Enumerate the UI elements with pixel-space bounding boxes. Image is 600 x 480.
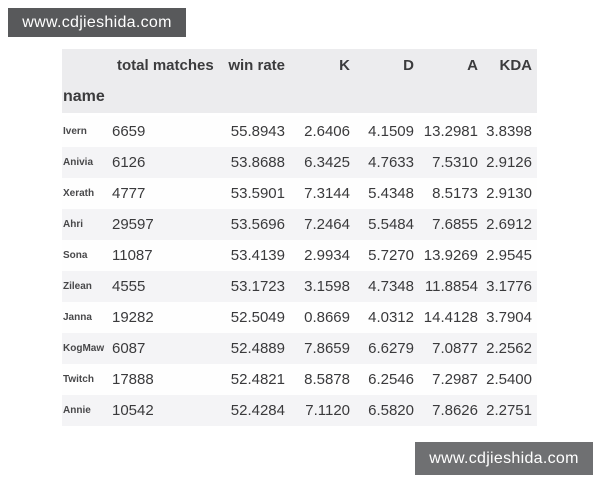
cell-name: KogMaw: [63, 343, 105, 354]
col-header-kda: KDA: [499, 56, 533, 74]
cell-win-rate: 53.8688: [230, 154, 285, 171]
cell-win-rate: 53.5696: [230, 216, 285, 233]
cell-name: Sona: [63, 250, 88, 261]
cell-d: 6.2546: [368, 371, 414, 388]
cell-win-rate: 53.1723: [230, 278, 285, 295]
cell-name: Annie: [63, 405, 91, 416]
cell-total-matches: 4555: [112, 278, 146, 295]
cell-win-rate: 52.5049: [230, 309, 285, 326]
stats-table: total matches win rate K D A KDA name Iv…: [62, 49, 537, 426]
index-name-row: name: [62, 81, 537, 113]
cell-k: 8.5878: [304, 371, 350, 388]
cell-name: Xerath: [63, 188, 95, 199]
cell-kda: 3.1776: [486, 278, 532, 295]
col-header-win-rate: win rate: [228, 56, 285, 74]
cell-k: 7.2464: [304, 216, 350, 233]
cell-kda: 2.9130: [486, 185, 532, 202]
cell-win-rate: 52.4889: [230, 340, 285, 357]
cell-kda: 2.5400: [486, 371, 532, 388]
cell-total-matches: 6659: [112, 123, 146, 140]
column-header-row: total matches win rate K D A KDA: [62, 49, 537, 81]
cell-d: 6.5820: [368, 402, 414, 419]
cell-total-matches: 17888: [112, 371, 154, 388]
cell-total-matches: 10542: [112, 402, 154, 419]
cell-total-matches: 6126: [112, 154, 146, 171]
cell-d: 4.7348: [368, 278, 414, 295]
table-row: Zilean 4555 53.1723 3.1598 4.7348 11.885…: [62, 271, 537, 302]
cell-d: 4.0312: [368, 309, 414, 326]
cell-total-matches: 4777: [112, 185, 146, 202]
cell-win-rate: 55.8943: [230, 123, 285, 140]
table-row: Twitch 17888 52.4821 8.5878 6.2546 7.298…: [62, 364, 537, 395]
cell-a: 8.5173: [432, 185, 478, 202]
cell-total-matches: 6087: [112, 340, 146, 357]
cell-k: 2.9934: [304, 247, 350, 264]
cell-total-matches: 19282: [112, 309, 154, 326]
cell-name: Janna: [63, 312, 92, 323]
cell-k: 7.3144: [304, 185, 350, 202]
col-header-d: D: [403, 56, 414, 74]
cell-kda: 3.7904: [486, 309, 532, 326]
cell-win-rate: 52.4821: [230, 371, 285, 388]
table-row: Xerath 4777 53.5901 7.3144 5.4348 8.5173…: [62, 178, 537, 209]
cell-name: Anivia: [63, 157, 94, 168]
col-header-k: K: [339, 56, 350, 74]
cell-a: 7.6855: [432, 216, 478, 233]
table-row: Ahri 29597 53.5696 7.2464 5.5484 7.6855 …: [62, 209, 537, 240]
cell-kda: 2.2751: [486, 402, 532, 419]
cell-kda: 2.9545: [486, 247, 532, 264]
table-row: KogMaw 6087 52.4889 7.8659 6.6279 7.0877…: [62, 333, 537, 364]
table-row: Annie 10542 52.4284 7.1120 6.5820 7.8626…: [62, 395, 537, 426]
cell-k: 2.6406: [304, 123, 350, 140]
table-row: Sona 11087 53.4139 2.9934 5.7270 13.9269…: [62, 240, 537, 271]
col-header-total-matches: total matches: [117, 56, 214, 74]
cell-a: 14.4128: [423, 309, 478, 326]
cell-d: 6.6279: [368, 340, 414, 357]
cell-a: 13.2981: [423, 123, 478, 140]
watermark-bottom: www.cdjieshida.com: [415, 442, 593, 475]
cell-name: Zilean: [63, 281, 92, 292]
cell-a: 7.0877: [432, 340, 478, 357]
cell-k: 3.1598: [304, 278, 350, 295]
cell-win-rate: 52.4284: [230, 402, 285, 419]
cell-a: 7.2987: [432, 371, 478, 388]
cell-total-matches: 11087: [112, 247, 153, 264]
cell-name: Ahri: [63, 219, 83, 230]
cell-kda: 3.8398: [486, 123, 532, 140]
cell-a: 7.5310: [432, 154, 478, 171]
cell-d: 4.1509: [368, 123, 414, 140]
table-row: Ivern 6659 55.8943 2.6406 4.1509 13.2981…: [62, 116, 537, 147]
cell-d: 5.7270: [368, 247, 414, 264]
cell-name: Twitch: [63, 374, 94, 385]
watermark-top: www.cdjieshida.com: [8, 8, 186, 37]
cell-win-rate: 53.4139: [230, 247, 285, 264]
cell-a: 13.9269: [423, 247, 478, 264]
cell-kda: 2.9126: [486, 154, 532, 171]
table-row: Janna 19282 52.5049 0.8669 4.0312 14.412…: [62, 302, 537, 333]
table-row: Anivia 6126 53.8688 6.3425 4.7633 7.5310…: [62, 147, 537, 178]
cell-total-matches: 29597: [112, 216, 154, 233]
cell-k: 7.1120: [305, 402, 350, 419]
cell-win-rate: 53.5901: [230, 185, 285, 202]
cell-k: 6.3425: [304, 154, 350, 171]
cell-a: 7.8626: [432, 402, 478, 419]
cell-name: Ivern: [63, 126, 87, 137]
cell-k: 7.8659: [304, 340, 350, 357]
cell-a: 11.8854: [424, 278, 478, 295]
cell-kda: 2.2562: [486, 340, 532, 357]
col-header-a: A: [467, 56, 478, 74]
cell-d: 4.7633: [368, 154, 414, 171]
cell-d: 5.4348: [368, 185, 414, 202]
cell-d: 5.5484: [368, 216, 414, 233]
index-name-label: name: [63, 88, 105, 105]
cell-k: 0.8669: [304, 309, 350, 326]
table-header: total matches win rate K D A KDA name: [62, 49, 537, 113]
table-body: Ivern 6659 55.8943 2.6406 4.1509 13.2981…: [62, 116, 537, 426]
cell-kda: 2.6912: [486, 216, 532, 233]
